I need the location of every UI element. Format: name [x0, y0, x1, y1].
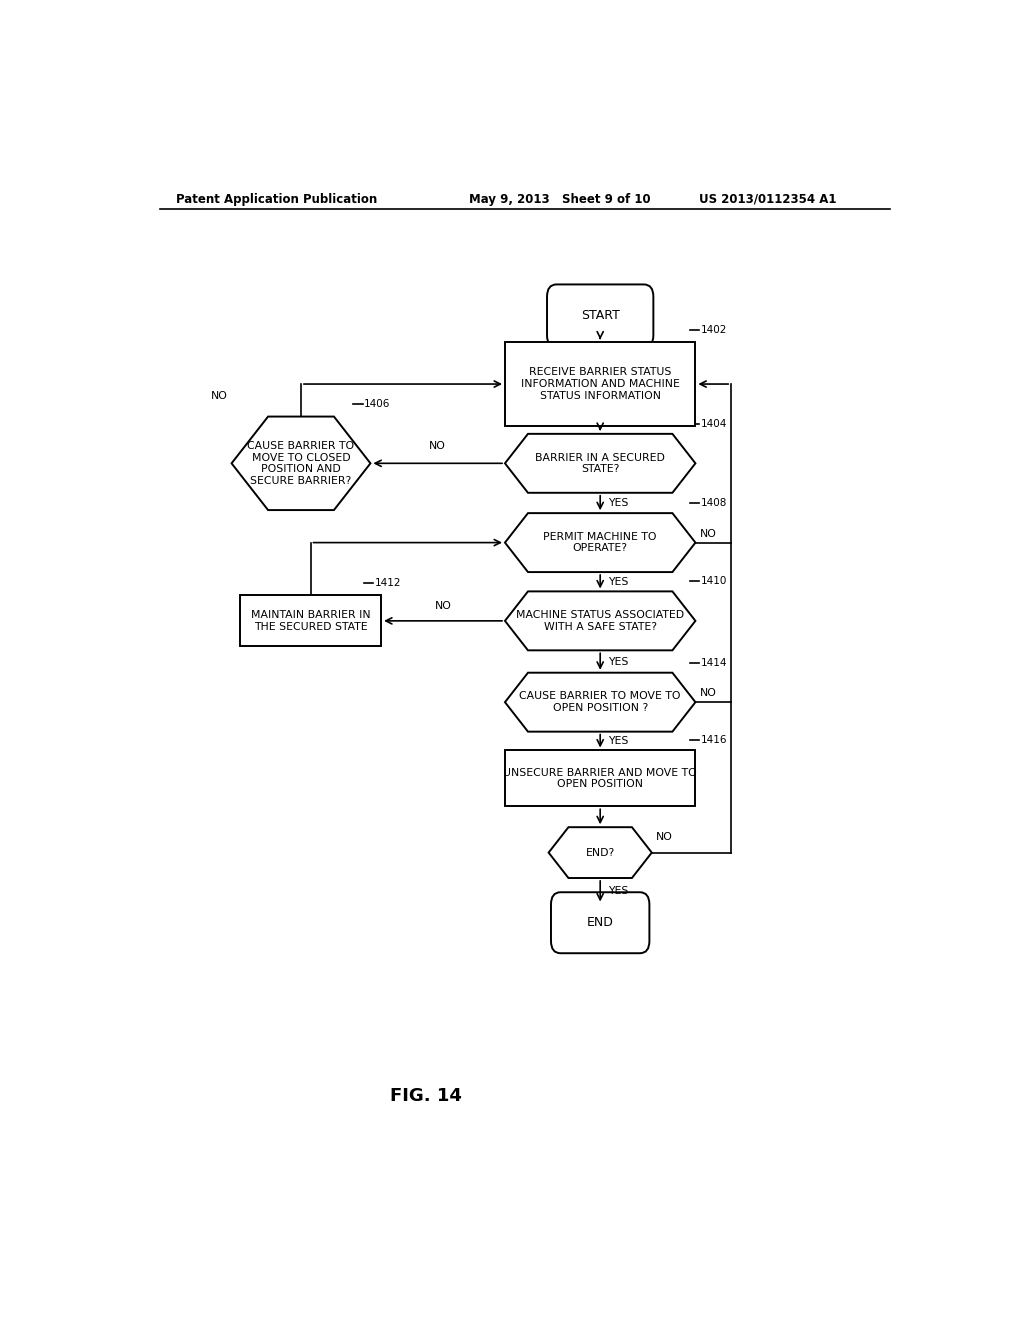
Text: US 2013/0112354 A1: US 2013/0112354 A1 [699, 193, 837, 206]
Text: Patent Application Publication: Patent Application Publication [176, 193, 377, 206]
Text: UNSECURE BARRIER AND MOVE TO
OPEN POSITION: UNSECURE BARRIER AND MOVE TO OPEN POSITI… [504, 768, 697, 789]
Polygon shape [505, 513, 695, 572]
Text: May 9, 2013   Sheet 9 of 10: May 9, 2013 Sheet 9 of 10 [469, 193, 651, 206]
Text: 1402: 1402 [701, 325, 727, 335]
Text: 1408: 1408 [701, 498, 727, 508]
FancyBboxPatch shape [547, 284, 653, 347]
Text: RECEIVE BARRIER STATUS
INFORMATION AND MACHINE
STATUS INFORMATION: RECEIVE BARRIER STATUS INFORMATION AND M… [521, 367, 680, 401]
Bar [505, 342, 695, 426]
Text: END?: END? [586, 847, 614, 858]
Bar [505, 751, 695, 807]
Polygon shape [505, 673, 695, 731]
Text: MAINTAIN BARRIER IN
THE SECURED STATE: MAINTAIN BARRIER IN THE SECURED STATE [251, 610, 371, 632]
Text: NO: NO [211, 391, 227, 401]
Bar [240, 595, 381, 647]
Text: START: START [581, 309, 620, 322]
Text: 1406: 1406 [365, 400, 390, 409]
Polygon shape [231, 417, 371, 510]
Text: YES: YES [608, 886, 629, 896]
Text: PERMIT MACHINE TO
OPERATE?: PERMIT MACHINE TO OPERATE? [544, 532, 657, 553]
Text: NO: NO [434, 601, 452, 611]
Text: YES: YES [608, 577, 629, 586]
Text: YES: YES [608, 737, 629, 746]
Text: FIG. 14: FIG. 14 [390, 1086, 462, 1105]
Text: 1416: 1416 [701, 735, 727, 746]
Text: NO: NO [699, 528, 716, 539]
Text: 1414: 1414 [701, 657, 727, 668]
Text: MACHINE STATUS ASSOCIATED
WITH A SAFE STATE?: MACHINE STATUS ASSOCIATED WITH A SAFE ST… [516, 610, 684, 632]
Text: NO: NO [655, 833, 673, 842]
Text: CAUSE BARRIER TO MOVE TO
OPEN POSITION ?: CAUSE BARRIER TO MOVE TO OPEN POSITION ? [519, 692, 681, 713]
Text: YES: YES [608, 656, 629, 667]
Text: END: END [587, 916, 613, 929]
Text: 1410: 1410 [701, 577, 727, 586]
Polygon shape [505, 434, 695, 492]
Text: NO: NO [699, 688, 716, 698]
Text: 1404: 1404 [701, 418, 727, 429]
FancyBboxPatch shape [551, 892, 649, 953]
Text: YES: YES [608, 498, 629, 508]
Text: NO: NO [429, 441, 446, 451]
Text: 1412: 1412 [375, 578, 401, 589]
Polygon shape [505, 591, 695, 651]
Polygon shape [549, 828, 651, 878]
Text: CAUSE BARRIER TO
MOVE TO CLOSED
POSITION AND
SECURE BARRIER?: CAUSE BARRIER TO MOVE TO CLOSED POSITION… [248, 441, 354, 486]
Text: BARRIER IN A SECURED
STATE?: BARRIER IN A SECURED STATE? [536, 453, 666, 474]
